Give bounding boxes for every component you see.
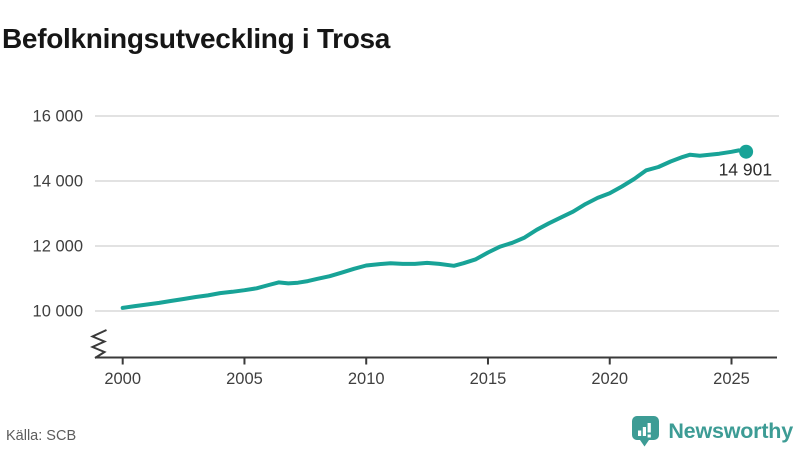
brand-logo[interactable]: Newsworthy — [631, 415, 793, 447]
newsworthy-bubble-chart-icon — [632, 416, 660, 447]
x-tick-label: 2025 — [713, 370, 750, 388]
x-tick-label: 2010 — [348, 370, 385, 388]
axis-break-icon — [90, 329, 107, 359]
population-chart: 16 000 14 000 12 000 10 000 2000 2005 2010 2015… — [33, 108, 779, 388]
y-tick-label: 10 000 — [33, 303, 83, 321]
end-point-marker[interactable] — [739, 144, 754, 159]
population-line — [120, 148, 749, 310]
y-tick-label: 16 000 — [33, 108, 83, 126]
x-tick-label: 2015 — [470, 370, 507, 388]
x-tick-label: 2005 — [226, 370, 263, 388]
y-tick-label: 14 000 — [33, 173, 83, 191]
x-tick-label: 2020 — [591, 370, 628, 388]
end-value-label: 14 901 — [719, 160, 773, 180]
y-tick-label: 12 000 — [33, 238, 83, 256]
x-tick-label: 2000 — [104, 370, 141, 388]
page-title: Befolkningsutveckling i Trosa — [2, 22, 391, 54]
brand-name: Newsworthy — [668, 418, 793, 443]
source-label: Källa: SCB — [6, 428, 77, 444]
